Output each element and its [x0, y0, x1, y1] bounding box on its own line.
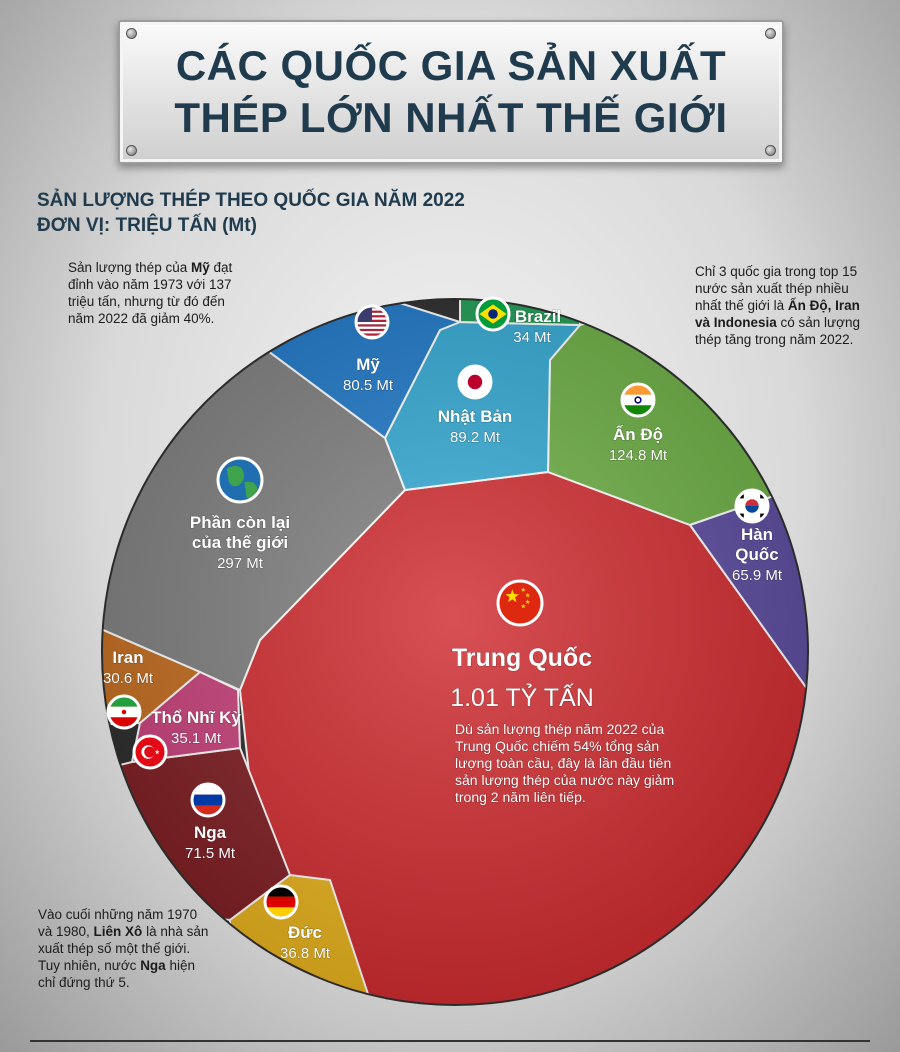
china-note-line: lượng toàn cầu, đây là lần đầu tiên — [455, 755, 671, 771]
title-line-2: THÉP LỚN NHẤT THẾ GIỚI — [174, 94, 728, 141]
screw-icon — [765, 145, 776, 156]
region-value-han-quoc: 65.9 Mt — [732, 567, 783, 584]
brazil-flag — [475, 296, 511, 332]
iran-flag — [106, 694, 142, 730]
region-value-an-do: 124.8 Mt — [609, 447, 668, 464]
region-value-brazil: 34 Mt — [513, 329, 551, 346]
china-flag — [496, 579, 544, 627]
title-plate: CÁC QUỐC GIA SẢN XUẤT THÉP LỚN NHẤT THẾ … — [118, 20, 784, 164]
region-name-phan-con-lai-cua-the-gioi: Phần còn lại — [190, 513, 290, 532]
region-name-brazil: Brazil — [515, 307, 561, 326]
china-note-line: sản lượng thép của nước này giảm — [455, 772, 674, 788]
screw-icon — [126, 28, 137, 39]
russia-flag — [190, 782, 226, 818]
region-name-nga: Nga — [194, 823, 227, 842]
japan-flag — [457, 364, 493, 400]
region-value-duc: 36.8 Mt — [280, 945, 331, 962]
bottom-rule — [30, 1040, 870, 1042]
china-note-line: Trung Quốc chiếm 54% tổng sản — [455, 738, 659, 754]
region-value-tho-nhi-ky: 35.1 Mt — [171, 730, 222, 747]
region-value-iran: 30.6 Mt — [103, 670, 154, 687]
india-flag — [620, 382, 656, 418]
region-name-duc: Đức — [288, 923, 322, 942]
region-name-nhat-ban: Nhật Bản — [438, 407, 513, 426]
title-line-1: CÁC QUỐC GIA SẢN XUẤT — [175, 42, 727, 89]
globe-icon — [216, 456, 264, 504]
region-value-nga: 71.5 Mt — [185, 845, 236, 862]
region-value-phan-con-lai-cua-the-gioi: 297 Mt — [217, 555, 264, 572]
region-name-an-do: Ấn Độ — [613, 425, 663, 444]
region-value-trung-quoc: 1.01 TỶ TẤN — [450, 682, 594, 712]
china-note-line: trong 2 năm liên tiếp. — [455, 789, 586, 805]
turkey-flag — [132, 734, 168, 770]
region-name-han-quoc: Hàn — [741, 525, 773, 544]
korea-flag — [734, 488, 770, 524]
usa-flag — [354, 304, 390, 340]
china-note-line: Dù sản lượng thép năm 2022 của — [455, 721, 664, 737]
chart-subtitle: SẢN LƯỢNG THÉP THEO QUỐC GIA NĂM 2022 — [37, 190, 465, 211]
region-name-han-quoc: Quốc — [735, 545, 778, 564]
screw-icon — [765, 28, 776, 39]
region-name-my: Mỹ — [356, 355, 380, 374]
screw-icon — [126, 145, 137, 156]
region-name-phan-con-lai-cua-the-gioi: của thế giới — [192, 533, 288, 552]
region-name-iran: Iran — [112, 648, 143, 667]
region-name-trung-quoc: Trung Quốc — [452, 644, 592, 672]
region-value-my: 80.5 Mt — [343, 377, 394, 394]
germany-flag — [263, 884, 299, 920]
region-name-tho-nhi-ky: Thổ Nhĩ Kỳ — [151, 708, 241, 727]
chart-unit: ĐƠN VỊ: TRIỆU TẤN (Mt) — [37, 215, 257, 236]
region-value-nhat-ban: 89.2 Mt — [450, 429, 501, 446]
